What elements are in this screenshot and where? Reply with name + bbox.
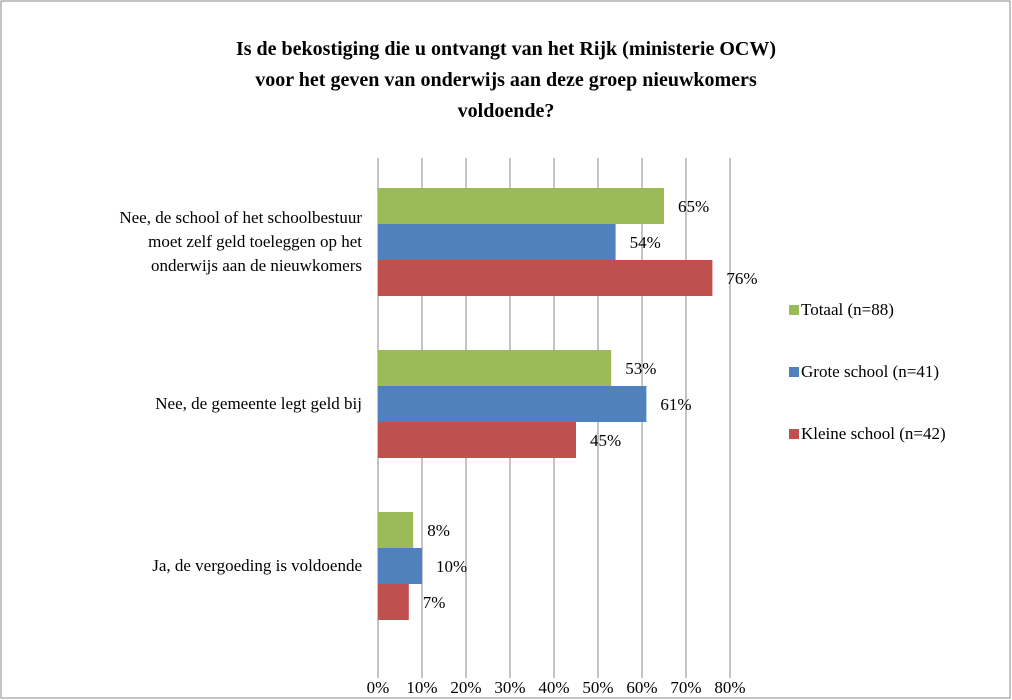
x-tick-label: 30% — [494, 678, 525, 697]
bar — [378, 260, 713, 296]
x-tick-label: 50% — [582, 678, 613, 697]
bar — [378, 584, 409, 620]
x-tick-label: 0% — [367, 678, 390, 697]
bar — [378, 350, 612, 386]
x-tick-label: 80% — [714, 678, 745, 697]
data-label: 7% — [423, 593, 446, 612]
bar — [378, 188, 664, 224]
legend-swatch — [789, 429, 799, 439]
data-label: 61% — [660, 395, 691, 414]
bar — [378, 422, 576, 458]
legend-swatch — [789, 367, 799, 377]
x-tick-label: 20% — [450, 678, 481, 697]
bar — [378, 386, 647, 422]
legend-label: Kleine school (n=42) — [801, 424, 946, 443]
legend-label: Totaal (n=88) — [801, 300, 894, 319]
chart-title: Is de bekostiging die u ontvangt van het… — [235, 38, 777, 122]
bar — [378, 512, 414, 548]
legend-swatch — [789, 305, 799, 315]
x-tick-label: 10% — [406, 678, 437, 697]
data-label: 53% — [625, 359, 656, 378]
x-tick-label: 70% — [670, 678, 701, 697]
x-tick-label: 60% — [626, 678, 657, 697]
legend-label: Grote school (n=41) — [801, 362, 939, 381]
bar — [378, 548, 422, 584]
data-label: 45% — [590, 431, 621, 450]
data-label: 8% — [427, 521, 450, 540]
data-label: 76% — [726, 269, 757, 288]
data-label: 54% — [630, 233, 661, 252]
data-label: 65% — [678, 197, 709, 216]
data-label: 10% — [436, 557, 467, 576]
bar — [378, 224, 616, 260]
y-tick-label: Nee, de school of het schoolbestuur moet… — [119, 208, 362, 275]
x-tick-label: 40% — [538, 678, 569, 697]
y-tick-label: Ja, de vergoeding is voldoende — [152, 556, 362, 575]
y-tick-label: Nee, de gemeente legt geld bij — [155, 394, 362, 413]
